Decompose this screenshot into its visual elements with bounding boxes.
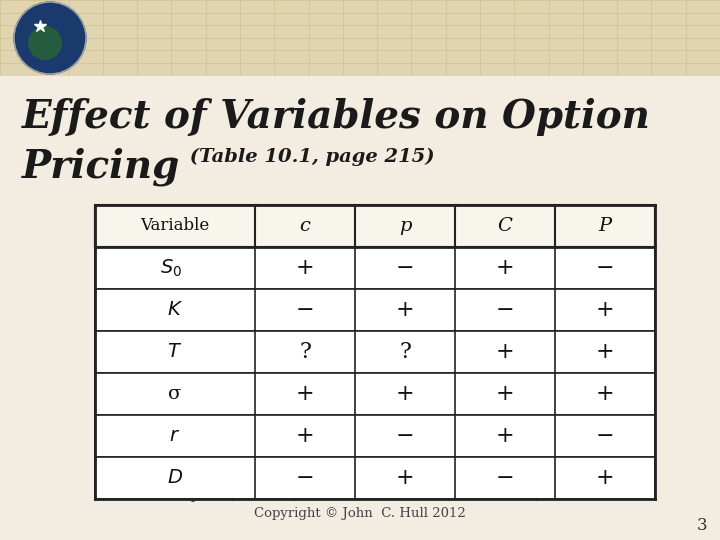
Text: +: +	[396, 467, 414, 489]
Text: σ: σ	[168, 385, 181, 403]
Bar	[95, 331, 655, 373]
Text: +: +	[595, 341, 614, 363]
Text: $r$: $r$	[169, 427, 181, 445]
Text: +: +	[296, 257, 315, 279]
Text: Copyright © John  C. Hull 2012: Copyright © John C. Hull 2012	[254, 507, 466, 519]
Text: −: −	[396, 257, 414, 279]
Text: c: c	[300, 217, 310, 235]
Text: p: p	[399, 217, 411, 235]
Text: $T$: $T$	[168, 343, 183, 361]
Circle shape	[29, 27, 61, 59]
Text: P: P	[598, 217, 611, 235]
Text: −: −	[296, 299, 315, 321]
Text: (Table 10.1, page 215): (Table 10.1, page 215)	[183, 148, 435, 166]
Bar	[95, 457, 655, 499]
Text: Variable: Variable	[140, 218, 210, 234]
Text: −: −	[396, 425, 414, 447]
Text: +: +	[595, 299, 614, 321]
Bar	[95, 289, 655, 331]
Text: 3: 3	[697, 516, 707, 534]
Text: −: −	[595, 257, 614, 279]
Bar	[0, 0, 720, 75]
Bar	[95, 247, 655, 289]
Text: C: C	[498, 217, 513, 235]
Text: +: +	[296, 425, 315, 447]
Text: +: +	[595, 383, 614, 405]
Text: +: +	[495, 341, 514, 363]
Text: $D$: $D$	[167, 469, 183, 487]
Text: −: −	[495, 467, 514, 489]
Text: Options, Futures, and Other Derivatives,  8th Edition,: Options, Futures, and Other Derivatives,…	[180, 489, 540, 503]
Text: +: +	[495, 257, 514, 279]
Text: −: −	[595, 425, 614, 447]
Text: −: −	[296, 467, 315, 489]
Text: +: +	[495, 425, 514, 447]
Bar	[95, 205, 655, 247]
Text: ?: ?	[399, 341, 411, 363]
Text: Pricing: Pricing	[22, 148, 180, 186]
Text: −: −	[495, 299, 514, 321]
Text: +: +	[396, 299, 414, 321]
Text: ?: ?	[299, 341, 311, 363]
Text: $S_0$: $S_0$	[160, 258, 182, 279]
Bar	[95, 415, 655, 457]
Text: +: +	[296, 383, 315, 405]
Text: +: +	[595, 467, 614, 489]
Text: $K$: $K$	[167, 301, 183, 319]
Bar	[95, 373, 655, 415]
Text: +: +	[396, 383, 414, 405]
Text: Effect of Variables on Option: Effect of Variables on Option	[22, 98, 651, 136]
Text: +: +	[495, 383, 514, 405]
Circle shape	[14, 2, 86, 74]
